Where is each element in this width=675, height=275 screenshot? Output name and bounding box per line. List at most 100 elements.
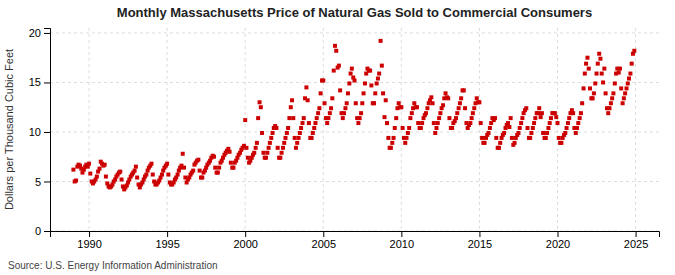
tick: 1990 bbox=[77, 231, 101, 250]
point bbox=[609, 101, 613, 105]
point bbox=[617, 71, 621, 75]
point bbox=[575, 126, 579, 130]
point bbox=[529, 131, 533, 135]
tick-mark bbox=[167, 231, 168, 237]
y-axis-label: Dollars per Thousand Cubic Feet bbox=[3, 49, 15, 210]
point bbox=[368, 69, 372, 73]
point bbox=[264, 156, 268, 160]
point bbox=[271, 131, 275, 135]
point bbox=[627, 77, 631, 81]
tick-label: 2000 bbox=[233, 238, 257, 250]
point bbox=[165, 162, 169, 166]
point bbox=[446, 96, 450, 100]
point bbox=[103, 163, 107, 167]
point bbox=[243, 118, 247, 122]
point bbox=[471, 111, 475, 115]
grid-line-x bbox=[245, 28, 246, 231]
point bbox=[359, 111, 363, 115]
point bbox=[350, 67, 354, 71]
point bbox=[166, 173, 170, 177]
point bbox=[394, 116, 398, 120]
point bbox=[356, 121, 360, 125]
point bbox=[268, 141, 272, 145]
tick-label: 2010 bbox=[390, 238, 414, 250]
point bbox=[565, 126, 569, 130]
point bbox=[510, 136, 514, 140]
point bbox=[134, 165, 138, 169]
point bbox=[625, 86, 629, 90]
point bbox=[458, 101, 462, 105]
point bbox=[429, 95, 433, 99]
point bbox=[519, 121, 523, 125]
point bbox=[584, 62, 588, 66]
point bbox=[118, 170, 122, 174]
source-note: Source: U.S. Energy Information Administ… bbox=[8, 260, 218, 271]
point bbox=[497, 146, 501, 150]
tick-mark bbox=[44, 181, 50, 182]
point bbox=[457, 106, 461, 110]
point bbox=[375, 81, 379, 85]
point bbox=[601, 80, 605, 84]
point bbox=[316, 111, 320, 115]
point bbox=[176, 173, 180, 177]
point bbox=[71, 168, 75, 172]
tick-mark bbox=[44, 82, 50, 83]
point bbox=[541, 131, 545, 135]
point bbox=[425, 106, 429, 110]
point bbox=[450, 126, 454, 130]
tick-mark bbox=[245, 231, 246, 237]
point bbox=[358, 116, 362, 120]
tick: 2010 bbox=[390, 231, 414, 250]
point bbox=[381, 91, 385, 95]
point bbox=[397, 101, 401, 105]
point bbox=[354, 101, 358, 105]
point bbox=[576, 121, 580, 125]
point bbox=[598, 57, 602, 61]
point bbox=[182, 166, 186, 170]
point bbox=[559, 141, 563, 145]
point bbox=[532, 121, 536, 125]
point bbox=[498, 141, 502, 145]
point bbox=[254, 146, 258, 150]
point bbox=[566, 121, 570, 125]
point bbox=[196, 158, 200, 162]
point bbox=[321, 78, 325, 82]
point bbox=[432, 121, 436, 125]
point bbox=[384, 98, 388, 102]
point bbox=[604, 91, 608, 95]
point bbox=[412, 101, 416, 105]
point bbox=[330, 96, 334, 100]
point bbox=[610, 96, 614, 100]
point bbox=[312, 126, 316, 130]
point bbox=[328, 111, 332, 115]
point bbox=[582, 86, 586, 90]
point bbox=[403, 141, 407, 145]
tick: 0 bbox=[35, 225, 50, 237]
tick: 2025 bbox=[624, 231, 648, 250]
point bbox=[373, 91, 377, 95]
tick-label: 10 bbox=[29, 126, 41, 138]
point bbox=[424, 111, 428, 115]
point bbox=[571, 111, 575, 115]
point bbox=[329, 106, 333, 110]
point bbox=[120, 178, 124, 182]
point bbox=[607, 106, 611, 110]
point bbox=[587, 67, 591, 71]
grid-line-y bbox=[50, 32, 659, 33]
point bbox=[282, 141, 286, 145]
point bbox=[537, 106, 541, 110]
point bbox=[506, 121, 510, 125]
point bbox=[536, 111, 540, 115]
point bbox=[276, 146, 280, 150]
point bbox=[315, 116, 319, 120]
point bbox=[401, 126, 405, 130]
plot-area: 1990199520002005201020152020202505101520 bbox=[29, 27, 660, 250]
point bbox=[267, 146, 271, 150]
point bbox=[591, 96, 595, 100]
tick: 5 bbox=[35, 176, 50, 188]
point bbox=[285, 131, 289, 135]
point bbox=[546, 126, 550, 130]
point bbox=[144, 173, 148, 177]
point bbox=[326, 116, 330, 120]
point bbox=[597, 52, 601, 56]
